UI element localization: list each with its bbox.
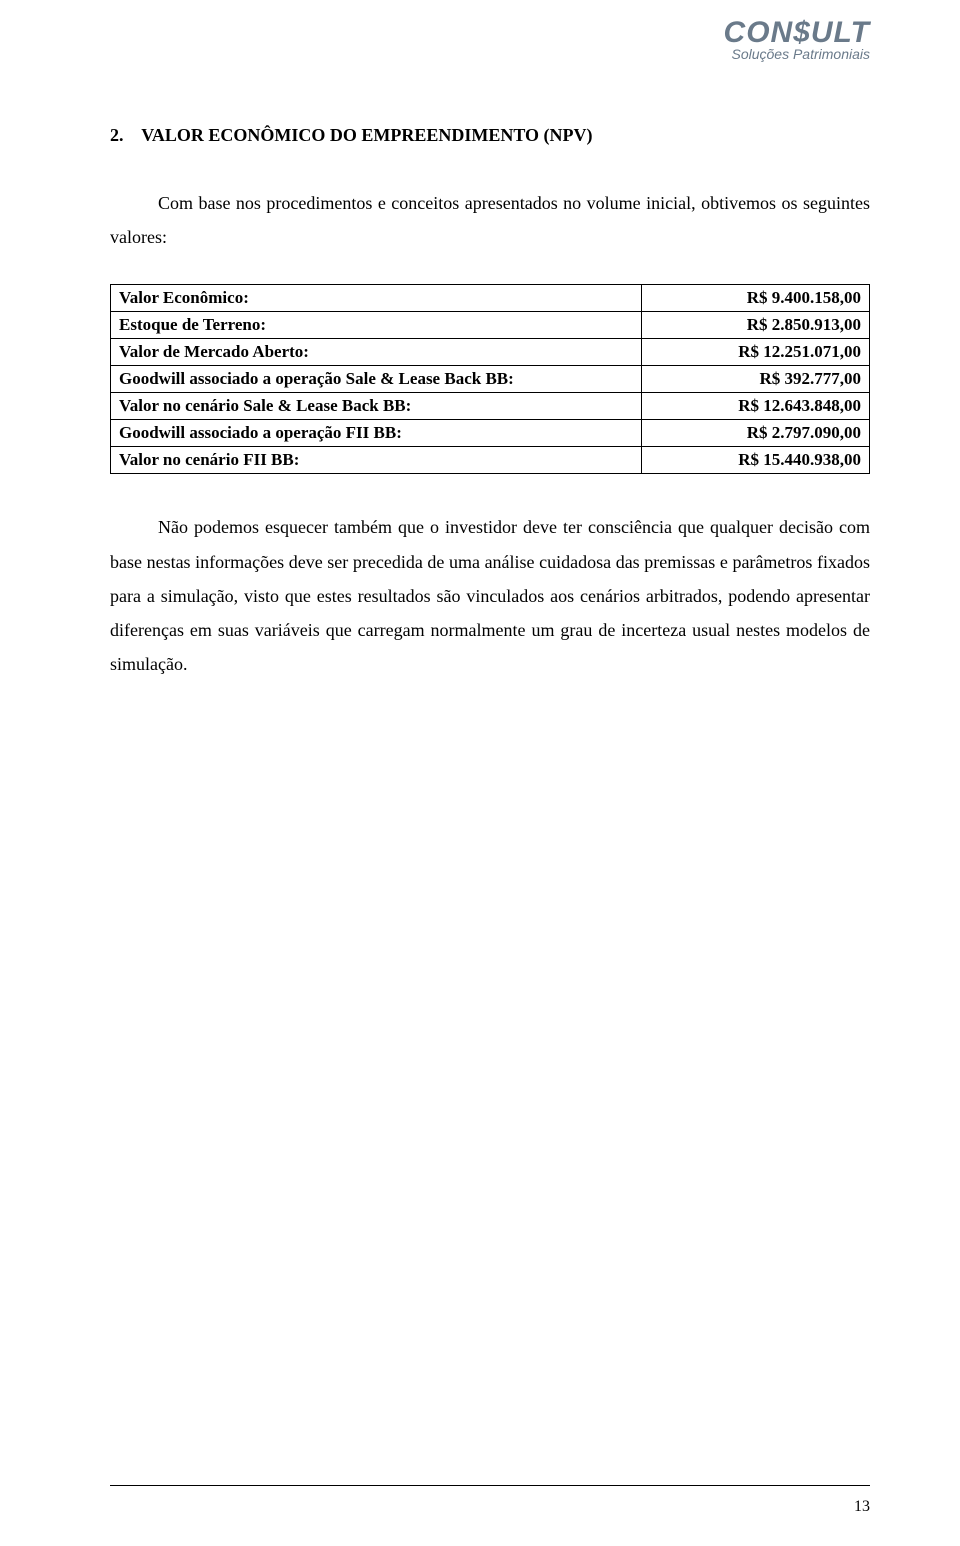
- table-cell-value: R$ 2.797.090,00: [642, 420, 870, 447]
- table-row: Valor no cenário Sale & Lease Back BB: R…: [111, 393, 870, 420]
- table-row: Goodwill associado a operação FII BB: R$…: [111, 420, 870, 447]
- table-row: Valor no cenário FII BB: R$ 15.440.938,0…: [111, 447, 870, 474]
- table-cell-value: R$ 15.440.938,00: [642, 447, 870, 474]
- table-cell-label: Valor Econômico:: [111, 285, 642, 312]
- table-cell-label: Goodwill associado a operação FII BB:: [111, 420, 642, 447]
- table-cell-label: Estoque de Terreno:: [111, 312, 642, 339]
- page-number: 13: [854, 1498, 870, 1516]
- table-cell-value: R$ 12.643.848,00: [642, 393, 870, 420]
- section-title-text: VALOR ECONÔMICO DO EMPREENDIMENTO (NPV): [141, 125, 592, 145]
- table-row: Valor Econômico: R$ 9.400.158,00: [111, 285, 870, 312]
- table-row: Valor de Mercado Aberto: R$ 12.251.071,0…: [111, 339, 870, 366]
- footer-divider: [110, 1485, 870, 1486]
- brand-logo-main: CON$ULT: [724, 18, 870, 48]
- closing-paragraph: Não podemos esquecer também que o invest…: [110, 510, 870, 681]
- table-cell-value: R$ 2.850.913,00: [642, 312, 870, 339]
- section-heading: 2. VALOR ECONÔMICO DO EMPREENDIMENTO (NP…: [110, 125, 870, 146]
- table-cell-value: R$ 392.777,00: [642, 366, 870, 393]
- table-row: Estoque de Terreno: R$ 2.850.913,00: [111, 312, 870, 339]
- table-cell-value: R$ 9.400.158,00: [642, 285, 870, 312]
- brand-logo-sub: Soluções Patrimoniais: [724, 46, 870, 62]
- page-content: 2. VALOR ECONÔMICO DO EMPREENDIMENTO (NP…: [110, 125, 870, 681]
- values-table: Valor Econômico: R$ 9.400.158,00 Estoque…: [110, 284, 870, 474]
- table-cell-label: Goodwill associado a operação Sale & Lea…: [111, 366, 642, 393]
- section-number: 2.: [110, 125, 124, 145]
- table-cell-label: Valor no cenário Sale & Lease Back BB:: [111, 393, 642, 420]
- table-row: Goodwill associado a operação Sale & Lea…: [111, 366, 870, 393]
- table-cell-value: R$ 12.251.071,00: [642, 339, 870, 366]
- intro-paragraph: Com base nos procedimentos e conceitos a…: [110, 186, 870, 254]
- table-cell-label: Valor de Mercado Aberto:: [111, 339, 642, 366]
- brand-logo: CON$ULT Soluções Patrimoniais: [724, 18, 870, 62]
- table-cell-label: Valor no cenário FII BB:: [111, 447, 642, 474]
